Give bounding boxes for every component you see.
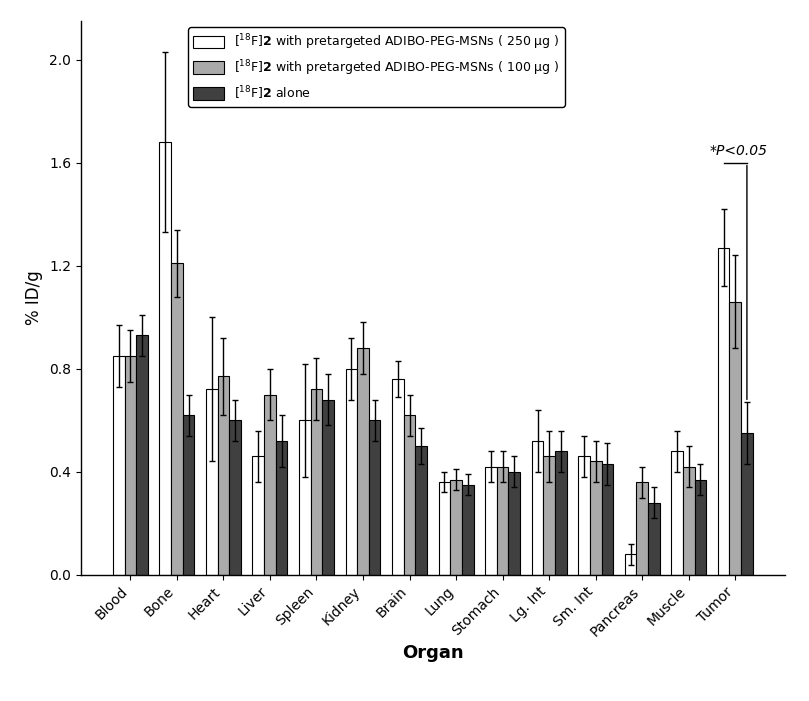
Bar [438, 482, 451, 575]
Bar [171, 263, 183, 575]
Bar [730, 302, 741, 575]
Bar [264, 395, 276, 575]
Bar [136, 335, 148, 575]
Bar [392, 379, 404, 575]
Bar [741, 433, 752, 575]
Bar [415, 446, 427, 575]
Bar [113, 356, 125, 575]
Bar [159, 142, 171, 575]
Bar [625, 554, 637, 575]
Bar [578, 456, 590, 575]
Bar [648, 503, 659, 575]
Bar [544, 456, 555, 575]
Text: *P<0.05: *P<0.05 [709, 144, 768, 158]
Bar [322, 400, 334, 575]
Bar [683, 467, 695, 575]
Bar [637, 482, 648, 575]
Bar [125, 356, 136, 575]
Y-axis label: % ID/g: % ID/g [26, 271, 44, 325]
Bar [369, 421, 380, 575]
Bar [183, 415, 194, 575]
Bar [462, 484, 473, 575]
Bar [555, 451, 566, 575]
Bar [718, 247, 730, 575]
Bar [218, 376, 229, 575]
Bar [229, 421, 241, 575]
Bar [590, 461, 602, 575]
Bar [252, 456, 264, 575]
Legend: [$^{18}$F]$\bf{2}$ with pretargeted ADIBO-PEG-MSNs ( 250 μg ), [$^{18}$F]$\bf{2}: [$^{18}$F]$\bf{2}$ with pretargeted ADIB… [188, 27, 565, 107]
Bar [311, 389, 322, 575]
Bar [206, 389, 218, 575]
X-axis label: Organ: Organ [402, 644, 464, 662]
Bar [671, 451, 683, 575]
Bar [299, 421, 311, 575]
Bar [485, 467, 497, 575]
Bar [602, 464, 613, 575]
Bar [358, 348, 369, 575]
Bar [276, 441, 287, 575]
Bar [451, 479, 462, 575]
Bar [695, 479, 706, 575]
Bar [532, 441, 544, 575]
Bar [497, 467, 508, 575]
Bar [404, 415, 415, 575]
Bar [508, 472, 520, 575]
Bar [345, 369, 358, 575]
